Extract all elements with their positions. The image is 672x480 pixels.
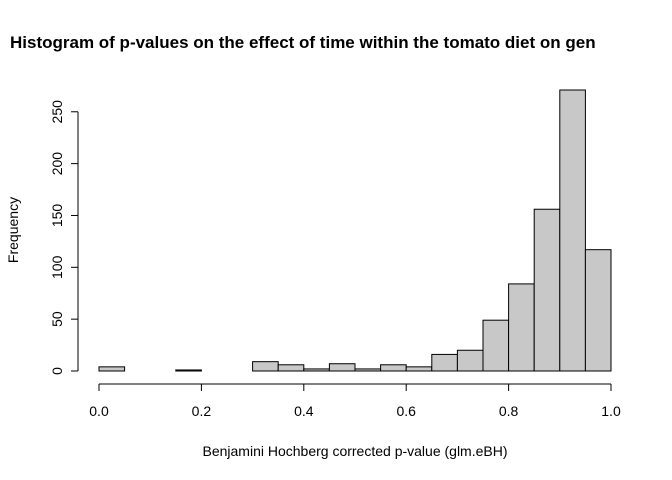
histogram-bar-12 [405, 366, 433, 372]
y-axis-label: Frequency [5, 197, 21, 263]
x-axis: 0.0 0.2 0.4 0.6 0.8 1.0 [89, 383, 621, 419]
histogram-bar-3 [175, 369, 202, 372]
histogram-bar-11 [380, 364, 407, 372]
histogram-bar-16 [508, 283, 535, 372]
y-axis: 0 50 100 150 200 250 [49, 100, 79, 375]
y-tick-label-2: 100 [49, 255, 65, 279]
histogram-bar-8 [303, 368, 330, 372]
x-tick-label-0: 0.0 [89, 403, 109, 419]
y-tick-label-3: 150 [49, 204, 65, 228]
histogram-bar-10 [354, 368, 382, 372]
histogram-bar-6 [252, 361, 279, 372]
x-tick-label-2: 0.4 [294, 403, 314, 419]
bars-group [98, 89, 612, 372]
histogram-bar-7 [277, 364, 305, 372]
x-tick-label-4: 0.8 [499, 403, 519, 419]
x-tick-label-1: 0.2 [192, 403, 212, 419]
histogram-bar-19 [584, 249, 612, 372]
x-axis-label: Benjamini Hochberg corrected p-value (gl… [202, 443, 507, 459]
histogram-bar-0 [98, 366, 126, 372]
chart-title: Histogram of p-values on the effect of t… [10, 33, 596, 52]
y-tick-label-4: 200 [49, 152, 65, 176]
y-tick-label-1: 50 [49, 311, 65, 327]
histogram-bar-9 [328, 363, 356, 372]
x-tick-label-3: 0.6 [396, 403, 416, 419]
histogram-bar-13 [431, 353, 458, 372]
histogram-bar-14 [456, 349, 484, 372]
x-tick-label-5: 1.0 [601, 403, 621, 419]
histogram-bar-15 [482, 319, 510, 372]
histogram-bar-18 [559, 89, 586, 372]
y-tick-label-0: 0 [49, 367, 65, 375]
y-tick-label-5: 250 [49, 100, 65, 124]
histogram-bar-17 [533, 208, 561, 372]
